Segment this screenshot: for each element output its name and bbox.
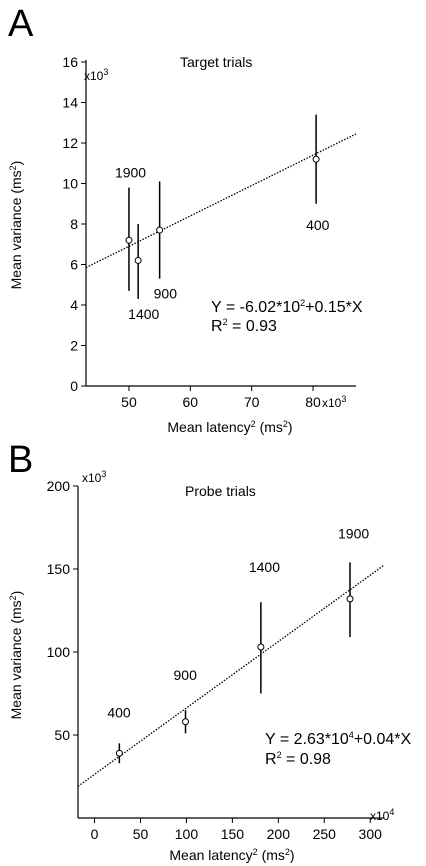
data-point <box>346 595 354 603</box>
data-points: 400 900 1400 1900 <box>107 525 369 764</box>
regression-line <box>85 133 357 269</box>
x-tick-label: 200 <box>267 826 291 842</box>
y-tick-label: 50 <box>54 727 70 743</box>
point-label: 1400 <box>249 559 280 575</box>
y-tick-label: 0 <box>70 378 78 394</box>
fit-equation: Y = 2.63*104+0.04*X <box>265 730 412 748</box>
data-points: 1900 1400 900 400 <box>115 114 330 322</box>
data-point <box>125 236 133 244</box>
x-axis-title: Mean latency2 (ms2) <box>169 847 294 863</box>
x-tick-label: 50 <box>121 394 137 410</box>
x-tick-label: 80 <box>305 394 321 410</box>
y-tick-label: 200 <box>47 478 71 494</box>
r-squared: R2 = 0.98 <box>265 750 331 768</box>
point-label: 400 <box>306 217 330 233</box>
y-tick-label: 100 <box>47 644 71 660</box>
x-tick-label: 250 <box>313 826 337 842</box>
x-multiplier: x103 <box>322 394 346 410</box>
point-label: 1900 <box>115 165 146 181</box>
y-tick-label: 6 <box>70 257 78 273</box>
panel-letter: B <box>8 439 33 481</box>
y-tick-label: 8 <box>70 216 78 232</box>
y-multiplier: x103 <box>84 67 108 83</box>
data-point <box>156 226 164 234</box>
data-point <box>134 256 142 264</box>
data-point <box>312 155 320 163</box>
fit-line <box>85 133 357 269</box>
x-tick-label: 0 <box>91 826 99 842</box>
x-ticks: 50 60 70 80 <box>121 386 321 410</box>
fit-equation: Y = -6.02*102+0.15*X <box>211 298 363 316</box>
y-tick-label: 12 <box>62 135 78 151</box>
r-squared: R2 = 0.93 <box>211 317 277 335</box>
x-ticks: 0 50 100 150 200 250 300 <box>91 818 382 842</box>
x-tick-label: 50 <box>133 826 149 842</box>
point-label: 900 <box>154 286 178 302</box>
x-tick-label: 70 <box>244 394 260 410</box>
y-tick-label: 4 <box>70 297 78 313</box>
y-axis-title: Mean variance (ms2) <box>8 161 24 290</box>
x-tick-label: 60 <box>183 394 199 410</box>
x-tick-label: 100 <box>175 826 199 842</box>
x-tick-label: 300 <box>359 826 383 842</box>
regression-line <box>77 564 385 787</box>
y-tick-label: 10 <box>62 176 78 192</box>
y-tick-label: 16 <box>62 54 78 70</box>
fit-line <box>77 564 385 787</box>
point-label: 1400 <box>128 306 159 322</box>
point-label: 1900 <box>338 525 369 541</box>
y-tick-label: 2 <box>70 338 78 354</box>
data-point <box>257 643 265 651</box>
panel-b: B Probe trials x103 x104 50 100 150 200 0 50… <box>8 439 412 863</box>
y-tick-label: 150 <box>47 561 71 577</box>
y-ticks: 50 100 150 200 <box>47 478 78 743</box>
data-point <box>115 749 123 757</box>
data-point <box>182 718 190 726</box>
y-tick-label: 14 <box>62 95 78 111</box>
chart-title: Target trials <box>180 54 252 70</box>
panel-a: A Target trials x103 x103 0246810121416 … <box>8 3 363 435</box>
x-tick-label: 150 <box>221 826 245 842</box>
y-multiplier: x103 <box>82 469 106 485</box>
x-axis-title: Mean latency2 (ms2) <box>167 419 292 435</box>
y-axis-title: Mean variance (ms2) <box>8 591 24 720</box>
x-multiplier: x104 <box>370 807 394 823</box>
point-label: 900 <box>174 667 198 683</box>
chart-title: Probe trials <box>185 483 256 499</box>
point-label: 400 <box>107 704 131 720</box>
y-ticks: 0 2 4 6 8 10 12 14 16 <box>62 54 86 394</box>
panel-letter: A <box>8 3 34 45</box>
